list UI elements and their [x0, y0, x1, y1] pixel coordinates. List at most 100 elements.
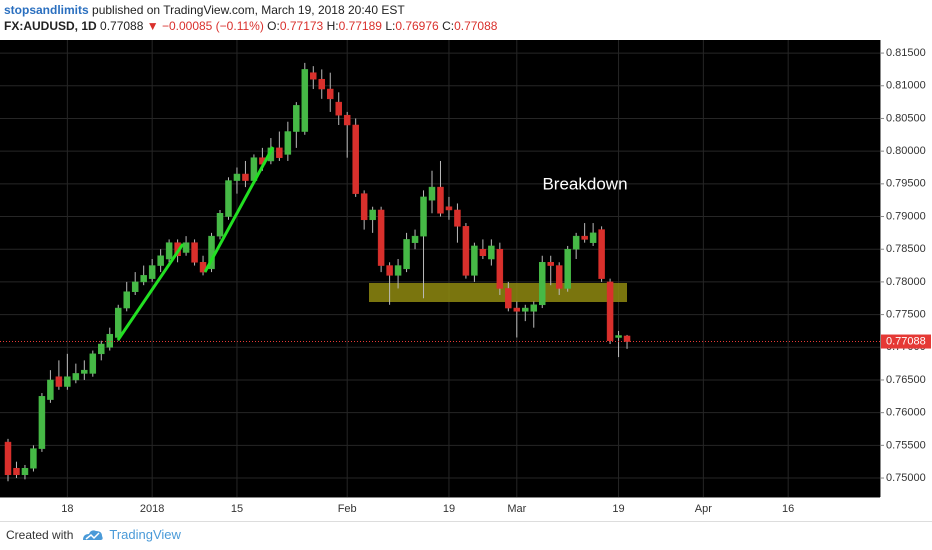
logo — [83, 529, 104, 540]
y-tick-label: 0.76500 — [886, 374, 926, 386]
header-line: FX:AUDUSD, 1D 0.77088 ▼ −0.00085 (−0.11%… — [4, 18, 497, 34]
candle-body — [488, 245, 495, 260]
candle-body — [343, 114, 351, 126]
candle-body — [479, 248, 487, 257]
candle-body — [157, 255, 164, 266]
candle-body — [182, 242, 190, 253]
chart: Breakdown 0.75000 0.75500 0.76000 0.76500 0.… — [0, 40, 932, 522]
zone — [369, 283, 627, 302]
candle-body — [589, 232, 597, 243]
trend-line — [203, 146, 275, 273]
y-tick-label: 0.78500 — [886, 243, 926, 255]
candle-body — [615, 335, 622, 338]
brand[interactable]: TradingView — [109, 527, 181, 542]
candle-body — [462, 226, 470, 276]
y-tick-label: 0.76000 — [886, 407, 926, 419]
candle-body — [437, 186, 444, 214]
x-tick-label: Mar — [507, 503, 526, 515]
change: ▼ −0.00085 (−0.11%) — [146, 19, 264, 33]
candle-body — [276, 147, 283, 158]
y-tick-label: 0.75000 — [886, 472, 926, 484]
candle-body — [369, 209, 376, 221]
candle-body — [454, 209, 461, 227]
y-tick-label: 0.81000 — [886, 80, 926, 92]
candle-body — [360, 193, 368, 221]
candle-body — [420, 196, 427, 237]
candle-body — [555, 265, 563, 289]
candle-body — [140, 275, 147, 283]
candle-body — [148, 265, 156, 279]
header: stopsandlimits published on TradingView.… — [4, 2, 497, 34]
last-price-box — [881, 334, 931, 349]
candle-body — [428, 186, 436, 201]
last-price-label: 0.77088 — [886, 335, 926, 347]
candle-body — [386, 265, 393, 276]
candle-body — [47, 379, 54, 400]
candle-body — [293, 105, 300, 132]
candle-body — [411, 235, 419, 243]
x-tick-label: 18 — [61, 503, 73, 515]
candle-body — [301, 69, 309, 132]
candle-body — [38, 396, 46, 449]
low: 0.76976 — [395, 19, 439, 33]
x-tick-label: 19 — [612, 503, 624, 515]
candle-body — [4, 441, 12, 476]
footer: Created with TradingView — [6, 527, 181, 542]
candle-body — [89, 353, 97, 374]
candle-body — [114, 307, 122, 338]
candle-body — [64, 376, 71, 387]
symbol: FX:AUDUSD, 1D — [4, 19, 97, 33]
candle-body — [318, 78, 326, 90]
candle-body — [564, 248, 571, 289]
candle-body — [581, 235, 588, 240]
candle-body — [310, 72, 317, 80]
candle-body — [21, 467, 29, 476]
candle-body — [394, 265, 402, 276]
y-tick-label: 0.81500 — [886, 47, 926, 59]
open: 0.77173 — [279, 19, 324, 33]
trend-line — [116, 243, 185, 341]
candle-body — [623, 335, 631, 342]
l-label: L: — [385, 19, 396, 33]
x-tick-label: Feb — [338, 503, 357, 515]
author[interactable]: stopsandlimits — [4, 3, 89, 17]
candle-body — [30, 448, 37, 469]
candle-body — [191, 242, 198, 263]
x-tick-label: 2018 — [140, 503, 164, 515]
candle-body — [81, 369, 88, 374]
footer-text: Created with — [6, 527, 74, 542]
y-tick-label: 0.75500 — [886, 439, 926, 451]
o-label: O: — [267, 19, 280, 33]
h-label: H: — [326, 19, 339, 33]
x-tick-label: 15 — [231, 503, 243, 515]
candle-body — [445, 206, 453, 211]
y-tick-label: 0.79500 — [886, 178, 926, 190]
candle-body — [522, 307, 529, 312]
y-tick-label: 0.77500 — [886, 308, 926, 320]
plot-background — [0, 40, 880, 497]
candle-body — [335, 101, 342, 116]
candle-body — [225, 180, 232, 217]
candle-body — [606, 281, 614, 341]
candle-body — [538, 262, 546, 306]
candle-body — [55, 376, 63, 387]
x-tick-label: Apr — [695, 503, 712, 515]
close: 0.77088 — [454, 19, 498, 33]
last: 0.77088 — [100, 19, 144, 33]
x-tick-label: 16 — [782, 503, 794, 515]
y-tick-label: 0.79000 — [886, 210, 926, 222]
candle-body — [547, 262, 554, 266]
candle-body — [131, 281, 139, 292]
candle-body — [513, 307, 521, 312]
y-tick-label: 0.80500 — [886, 112, 926, 124]
candle-body — [98, 343, 105, 355]
candle-body — [123, 291, 130, 309]
candle-body — [72, 373, 80, 381]
candle-body — [106, 333, 114, 348]
published: published on TradingView.com, March 19, … — [92, 3, 405, 17]
candle-body — [530, 304, 538, 312]
candle-body — [471, 245, 478, 276]
c-label: C: — [442, 19, 455, 33]
candle-body — [496, 248, 504, 289]
annotation: Breakdown — [542, 174, 627, 193]
